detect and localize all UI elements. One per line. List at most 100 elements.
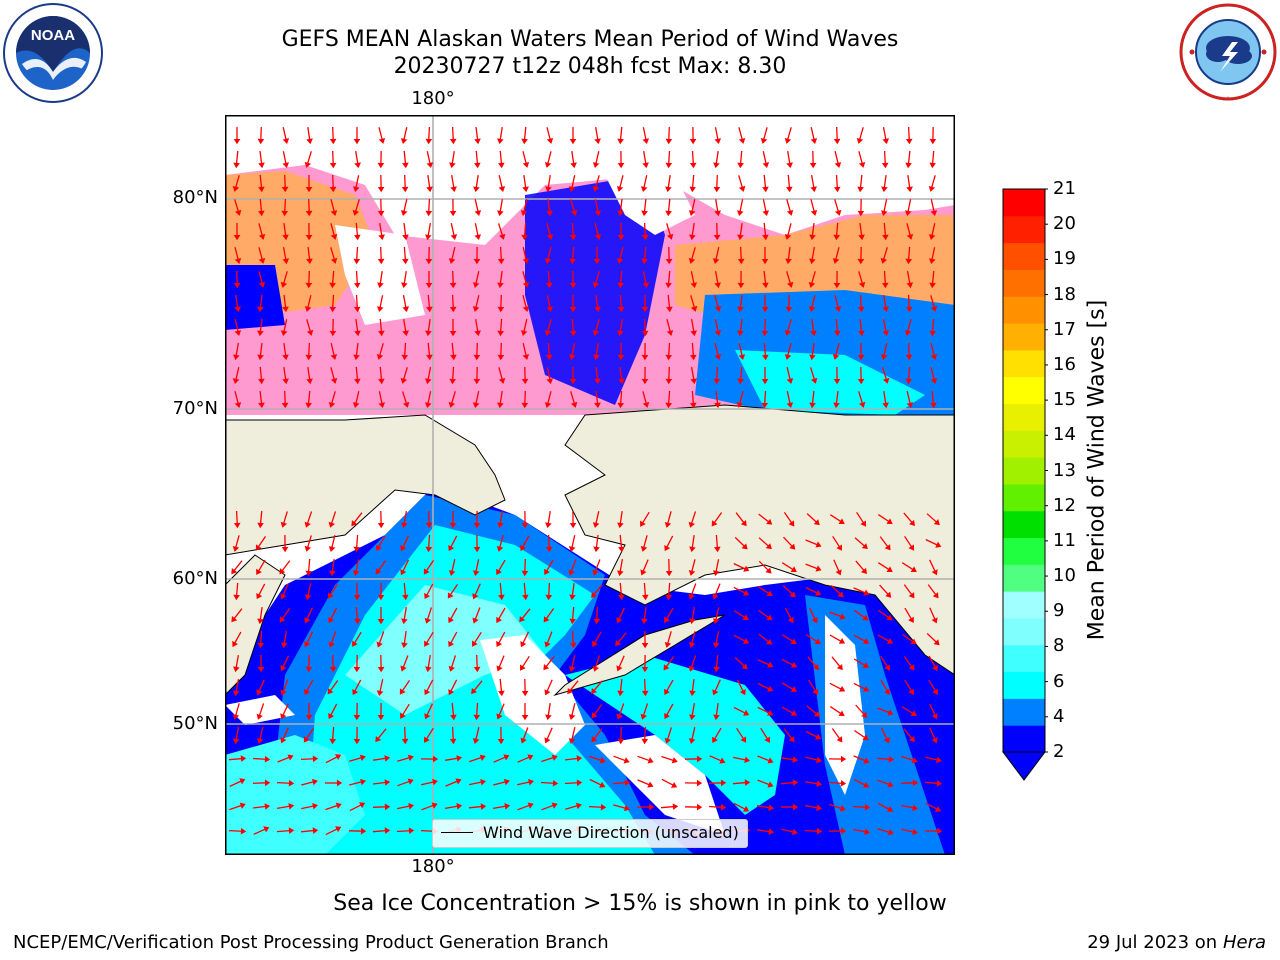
- colorbar-band: [1003, 698, 1045, 726]
- wave-direction-arrowhead: [642, 282, 650, 288]
- wave-direction-arrowhead: [816, 827, 823, 835]
- wave-direction-arrowhead: [594, 306, 601, 313]
- wave-direction-arrowhead: [568, 738, 576, 744]
- wave-direction-arrowhead: [377, 666, 385, 673]
- wave-direction-arrowhead: [882, 377, 890, 384]
- wave-direction-arrowhead: [690, 330, 697, 337]
- wave-direction-arrowhead: [905, 378, 913, 385]
- wave-direction-arrowhead: [714, 305, 722, 312]
- wave-direction-arrowhead: [641, 210, 648, 217]
- wave-direction-arrowhead: [689, 234, 696, 241]
- wave-direction-arrowhead: [858, 330, 865, 337]
- wave-direction-arrowhead: [737, 258, 745, 265]
- wave-direction-arrowhead: [905, 306, 913, 313]
- wave-direction-arrowhead: [304, 688, 311, 696]
- wave-direction-arrowhead: [384, 779, 391, 786]
- wave-direction-arrowhead: [738, 354, 746, 360]
- colorbar-tick-label: 11: [1053, 529, 1076, 551]
- wave-direction-arrowhead: [593, 618, 601, 625]
- wave-direction-arrowhead: [909, 519, 915, 527]
- wave-direction-arrowhead: [496, 616, 502, 624]
- wave-direction-arrowhead: [305, 210, 313, 217]
- wave-direction-arrowhead: [472, 402, 480, 408]
- lon-label-bottom: 180°: [411, 856, 455, 877]
- west-pacific-band: [225, 735, 365, 855]
- wave-direction-arrowhead: [689, 546, 696, 553]
- wave-direction-arrowhead: [886, 805, 894, 812]
- wave-direction-arrowhead: [713, 546, 721, 553]
- wave-direction-arrowhead: [378, 402, 386, 408]
- wave-direction-arrowhead: [784, 329, 792, 336]
- wave-direction-arrowhead: [568, 354, 576, 360]
- wave-direction-arrowhead: [257, 138, 265, 145]
- wave-direction-arrowhead: [455, 778, 462, 785]
- wave-direction-arrowhead: [304, 545, 312, 552]
- wave-direction-arrowhead: [690, 282, 698, 288]
- wave-direction-arrowhead: [480, 803, 487, 810]
- wave-direction-arrowhead: [376, 641, 383, 648]
- wave-direction-arrowhead: [862, 637, 870, 644]
- wave-direction-arrowhead: [784, 137, 792, 144]
- wave-direction-arrowhead: [882, 234, 889, 241]
- wave-direction-arrowhead: [737, 162, 744, 169]
- wave-direction-arrowhead: [305, 354, 313, 361]
- wave-direction-arrowhead: [498, 162, 505, 169]
- wave-direction-arrowhead: [258, 281, 266, 288]
- wave-direction-arrowhead: [377, 258, 385, 265]
- wave-direction-arrowhead: [569, 234, 577, 241]
- wave-direction-arrowhead: [329, 570, 336, 577]
- wave-direction-arrowhead: [904, 210, 912, 216]
- wave-direction-arrowhead: [908, 592, 915, 599]
- wave-direction-arrowhead: [785, 258, 792, 265]
- wave-direction-arrowhead: [641, 594, 649, 601]
- wave-direction-arrowhead: [834, 306, 842, 312]
- wave-direction-arrowhead: [258, 210, 265, 217]
- colorbar-band: [1003, 564, 1045, 592]
- wave-direction-arrowhead: [809, 162, 817, 169]
- map-legend: Wind Wave Direction (unscaled): [432, 819, 748, 848]
- wave-direction-arrowhead: [935, 541, 942, 548]
- wave-direction-arrowhead: [641, 642, 649, 649]
- wave-direction-arrowhead: [456, 803, 463, 810]
- wave-direction-arrowhead: [449, 306, 457, 313]
- wave-direction-arrowhead: [743, 709, 750, 716]
- wave-direction-arrowhead: [663, 664, 670, 671]
- chukchi-wave-region: [525, 175, 665, 405]
- wave-direction-arrowhead: [617, 162, 625, 169]
- wave-direction-arrowhead: [812, 688, 818, 695]
- wave-direction-arrowhead: [456, 755, 463, 762]
- colorbar-band: [1003, 349, 1045, 378]
- wave-direction-arrowhead: [425, 282, 433, 289]
- wave-direction-arrowhead: [279, 568, 286, 575]
- wave-direction-arrowhead: [330, 354, 338, 360]
- wave-direction-arrowhead: [714, 354, 722, 360]
- wave-direction-arrowhead: [930, 378, 938, 384]
- wave-direction-arrowhead: [928, 185, 936, 192]
- wave-direction-arrowhead: [449, 162, 456, 169]
- wave-direction-arrowhead: [304, 594, 312, 600]
- wave-direction-arrowhead: [496, 713, 503, 720]
- wave-direction-arrowhead: [689, 402, 697, 409]
- wave-direction-arrowhead: [402, 594, 409, 601]
- wave-direction-arrowhead: [312, 827, 319, 834]
- wave-direction-arrowhead: [234, 257, 242, 265]
- wave-direction-arrowhead: [766, 614, 773, 621]
- wave-direction-arrowhead: [906, 233, 914, 240]
- wave-direction-arrowhead: [424, 402, 432, 408]
- wave-direction-arrowhead: [908, 735, 915, 743]
- wave-direction-arrowhead: [305, 570, 313, 577]
- wave-direction-arrowhead: [473, 378, 481, 385]
- colorbar-tick-label: 17: [1053, 318, 1076, 340]
- wave-direction-arrowhead: [497, 354, 505, 361]
- wave-direction-arrowhead: [689, 354, 697, 361]
- wave-direction-arrowhead: [833, 186, 841, 193]
- wave-direction-arrowhead: [641, 330, 649, 337]
- wave-direction-arrowhead: [784, 233, 792, 240]
- wave-direction-arrowhead: [616, 617, 623, 624]
- wave-direction-arrowhead: [738, 137, 746, 144]
- wave-direction-arrowhead: [257, 306, 264, 313]
- wave-direction-arrowhead: [832, 353, 840, 360]
- wave-direction-arrowhead: [570, 401, 578, 408]
- wave-direction-arrowhead: [886, 518, 893, 525]
- wave-direction-arrowhead: [280, 330, 288, 336]
